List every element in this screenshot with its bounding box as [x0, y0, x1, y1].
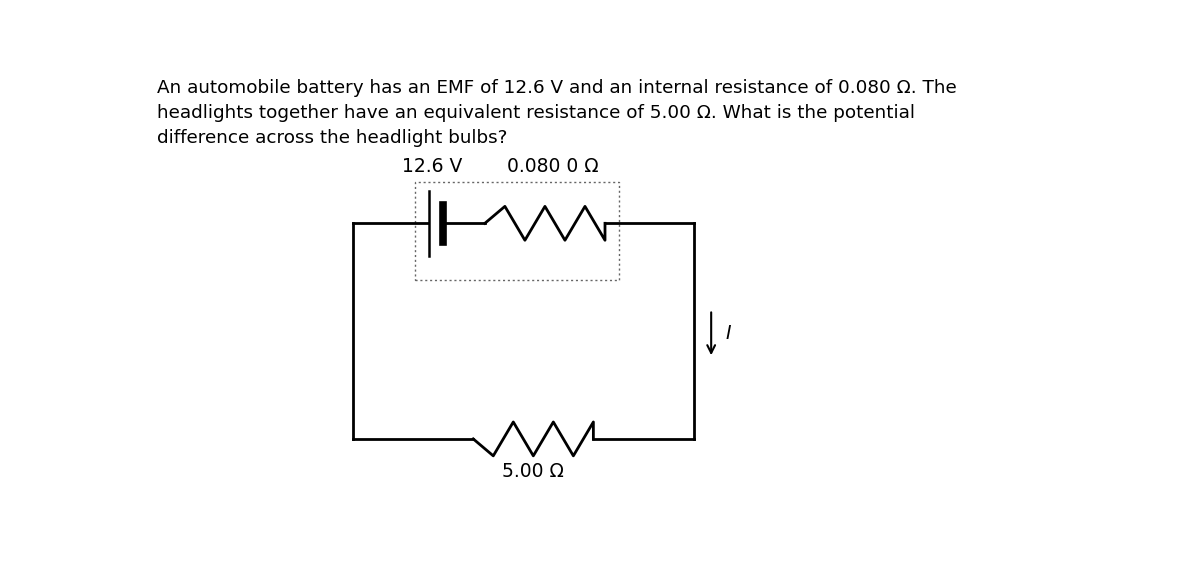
Bar	[415, 182, 619, 280]
Text: 5.00 Ω: 5.00 Ω	[502, 462, 564, 481]
Text: I: I	[725, 324, 730, 343]
Text: 0.080 0 Ω: 0.080 0 Ω	[507, 157, 598, 176]
Text: 12.6 V: 12.6 V	[402, 157, 462, 176]
Text: An automobile battery has an EMF of 12.6 V and an internal resistance of 0.080 Ω: An automobile battery has an EMF of 12.6…	[157, 79, 956, 147]
